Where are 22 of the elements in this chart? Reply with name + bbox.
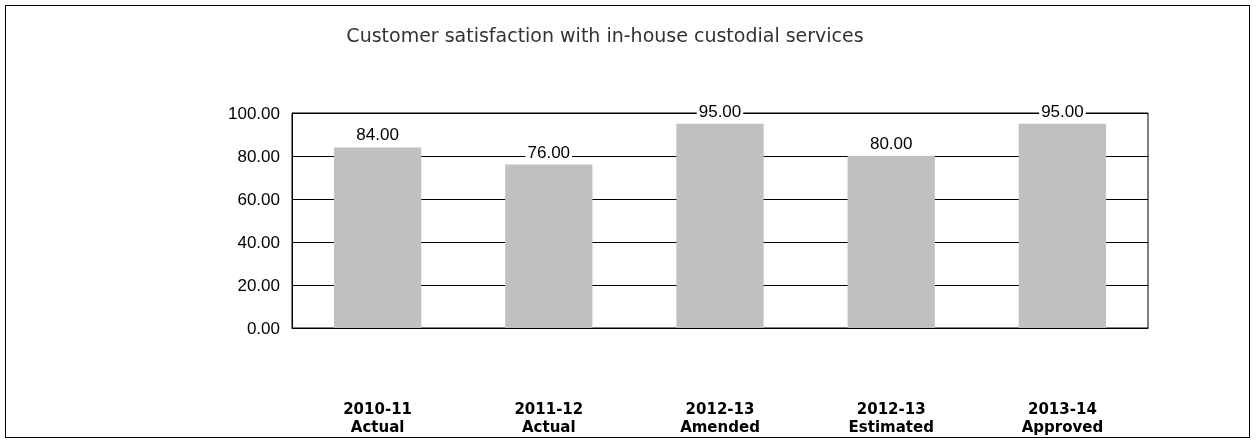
bar <box>676 123 764 328</box>
data-label: 76.00 <box>527 142 571 162</box>
x-tick-label: 2010-11 Actual <box>343 400 413 436</box>
x-tick-label: 2012-13 Estimated <box>848 400 934 436</box>
data-label: 84.00 <box>356 125 399 145</box>
data-label: 95.00 <box>698 101 742 121</box>
bar <box>505 164 593 328</box>
x-tick-label: 2013-14 Approved <box>1021 400 1104 436</box>
bar <box>847 156 935 328</box>
data-label: 80.00 <box>869 134 913 153</box>
data-label: 95.00 <box>1041 101 1084 121</box>
y-tick-label: 0.00 <box>246 318 280 338</box>
bar <box>333 147 422 328</box>
bar <box>1018 123 1107 328</box>
y-tick-label: 40.00 <box>237 232 280 252</box>
y-tick-label: 20.00 <box>237 275 280 295</box>
x-tick-label: 2011-12 Actual <box>514 400 584 436</box>
chart-title: Customer satisfaction with in-house custodial services <box>346 23 864 46</box>
y-tick-label: 80.00 <box>237 146 280 166</box>
x-tick-label: 2012-13 Amended <box>680 400 760 436</box>
y-tick-label: 100.00 <box>228 103 280 123</box>
y-tick-label: 60.00 <box>237 189 280 209</box>
